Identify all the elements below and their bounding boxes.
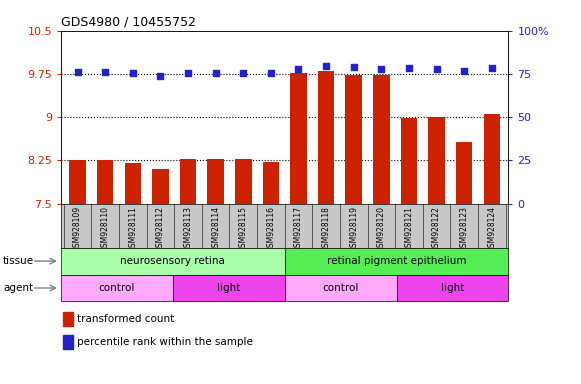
- Bar: [285, 275, 397, 301]
- Text: GSM928122: GSM928122: [432, 206, 441, 252]
- Point: [211, 70, 220, 76]
- Bar: [207, 159, 224, 204]
- Text: GSM928123: GSM928123: [460, 206, 469, 252]
- Point: [404, 65, 414, 71]
- Text: GSM928124: GSM928124: [487, 206, 496, 252]
- Point: [376, 66, 386, 72]
- Point: [321, 63, 331, 70]
- Text: GSM928120: GSM928120: [377, 206, 386, 252]
- Bar: [97, 161, 113, 204]
- Point: [349, 64, 358, 70]
- Bar: [456, 142, 472, 204]
- Text: GSM928110: GSM928110: [101, 206, 110, 252]
- Bar: [61, 275, 173, 301]
- Bar: [290, 73, 307, 204]
- Text: agent: agent: [3, 283, 33, 293]
- Bar: [69, 161, 86, 204]
- Bar: [235, 159, 252, 204]
- Bar: [263, 162, 279, 204]
- Bar: [180, 159, 196, 204]
- Bar: [124, 163, 141, 204]
- Bar: [428, 117, 445, 204]
- Text: transformed count: transformed count: [77, 314, 174, 324]
- Text: GSM928114: GSM928114: [211, 206, 220, 252]
- Text: control: control: [99, 283, 135, 293]
- Text: tissue: tissue: [3, 256, 34, 266]
- Text: light: light: [217, 283, 241, 293]
- Bar: [63, 312, 73, 326]
- Bar: [285, 248, 508, 275]
- Text: GSM928119: GSM928119: [349, 206, 358, 252]
- Bar: [483, 114, 500, 204]
- Point: [487, 65, 496, 71]
- Text: GSM928113: GSM928113: [184, 206, 192, 252]
- Text: GSM928121: GSM928121: [404, 206, 414, 252]
- Point: [128, 70, 138, 76]
- Text: GSM928117: GSM928117: [294, 206, 303, 252]
- Text: GSM928111: GSM928111: [128, 206, 137, 252]
- Bar: [61, 248, 285, 275]
- Point: [294, 66, 303, 72]
- Point: [239, 70, 248, 76]
- Point: [156, 73, 165, 79]
- Bar: [346, 75, 362, 204]
- Text: GSM928112: GSM928112: [156, 206, 165, 252]
- Text: control: control: [322, 283, 359, 293]
- Point: [460, 68, 469, 74]
- Text: neurosensory retina: neurosensory retina: [120, 256, 225, 266]
- Text: GDS4980 / 10455752: GDS4980 / 10455752: [61, 15, 196, 28]
- Text: light: light: [441, 283, 464, 293]
- Text: GSM928116: GSM928116: [266, 206, 275, 252]
- Bar: [401, 118, 417, 204]
- Point: [73, 69, 83, 75]
- Text: GSM928115: GSM928115: [239, 206, 248, 252]
- Bar: [173, 275, 285, 301]
- Bar: [318, 71, 335, 204]
- Point: [266, 70, 275, 76]
- Point: [184, 70, 193, 76]
- Point: [432, 66, 441, 72]
- Bar: [63, 335, 73, 349]
- Point: [101, 69, 110, 75]
- Text: GSM928118: GSM928118: [322, 206, 331, 252]
- Bar: [373, 75, 390, 204]
- Text: percentile rank within the sample: percentile rank within the sample: [77, 337, 253, 347]
- Text: GSM928109: GSM928109: [73, 206, 82, 252]
- Bar: [152, 169, 168, 204]
- Bar: [397, 275, 508, 301]
- Text: retinal pigment epithelium: retinal pigment epithelium: [327, 256, 467, 266]
